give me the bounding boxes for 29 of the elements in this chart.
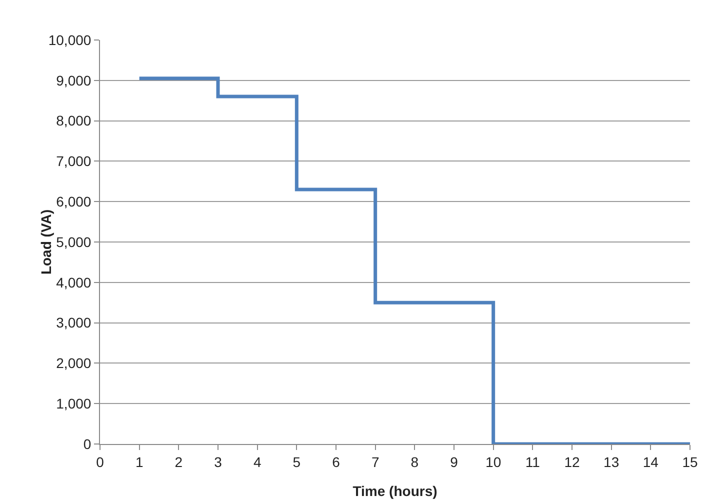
y-tick-label: 8,000 [56, 112, 92, 129]
x-tick-label: 0 [96, 454, 104, 470]
x-tick-label: 6 [332, 454, 340, 470]
y-tick-label: 4,000 [56, 274, 92, 290]
x-tick-label: 11 [525, 454, 540, 470]
y-tick-label: 9,000 [56, 72, 92, 88]
x-tick-label: 3 [214, 454, 222, 470]
x-axis-title: Time (hours) [352, 483, 438, 499]
y-tick-label: 0 [83, 436, 92, 452]
x-tick-label: 12 [564, 454, 580, 470]
y-tick-label: 1,000 [56, 396, 92, 412]
x-tick-label: 1 [135, 454, 144, 470]
y-axis-title: Load (VA) [38, 209, 54, 275]
y-tick-label: 10,000 [48, 32, 92, 48]
x-tick-label: 8 [410, 454, 419, 470]
y-tick-label: 2,000 [56, 355, 92, 372]
x-tick-label: 15 [682, 454, 698, 470]
x-tick-label: 2 [174, 454, 183, 470]
x-tick-label: 14 [642, 454, 659, 470]
x-tick-label: 13 [604, 454, 620, 470]
x-tick-label: 9 [450, 454, 458, 470]
y-tick-label: 3,000 [56, 314, 92, 331]
y-tick-label: 5,000 [56, 234, 92, 250]
x-tick-label: 10 [486, 454, 502, 470]
x-tick-label: 4 [253, 454, 262, 470]
y-tick-label: 6,000 [56, 194, 92, 210]
x-tick-label: 5 [292, 454, 301, 470]
y-tick-label: 7,000 [56, 153, 92, 170]
x-tick-label: 7 [371, 454, 380, 470]
